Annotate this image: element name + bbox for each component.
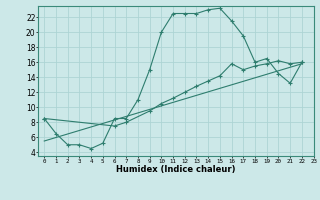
X-axis label: Humidex (Indice chaleur): Humidex (Indice chaleur) [116,165,236,174]
